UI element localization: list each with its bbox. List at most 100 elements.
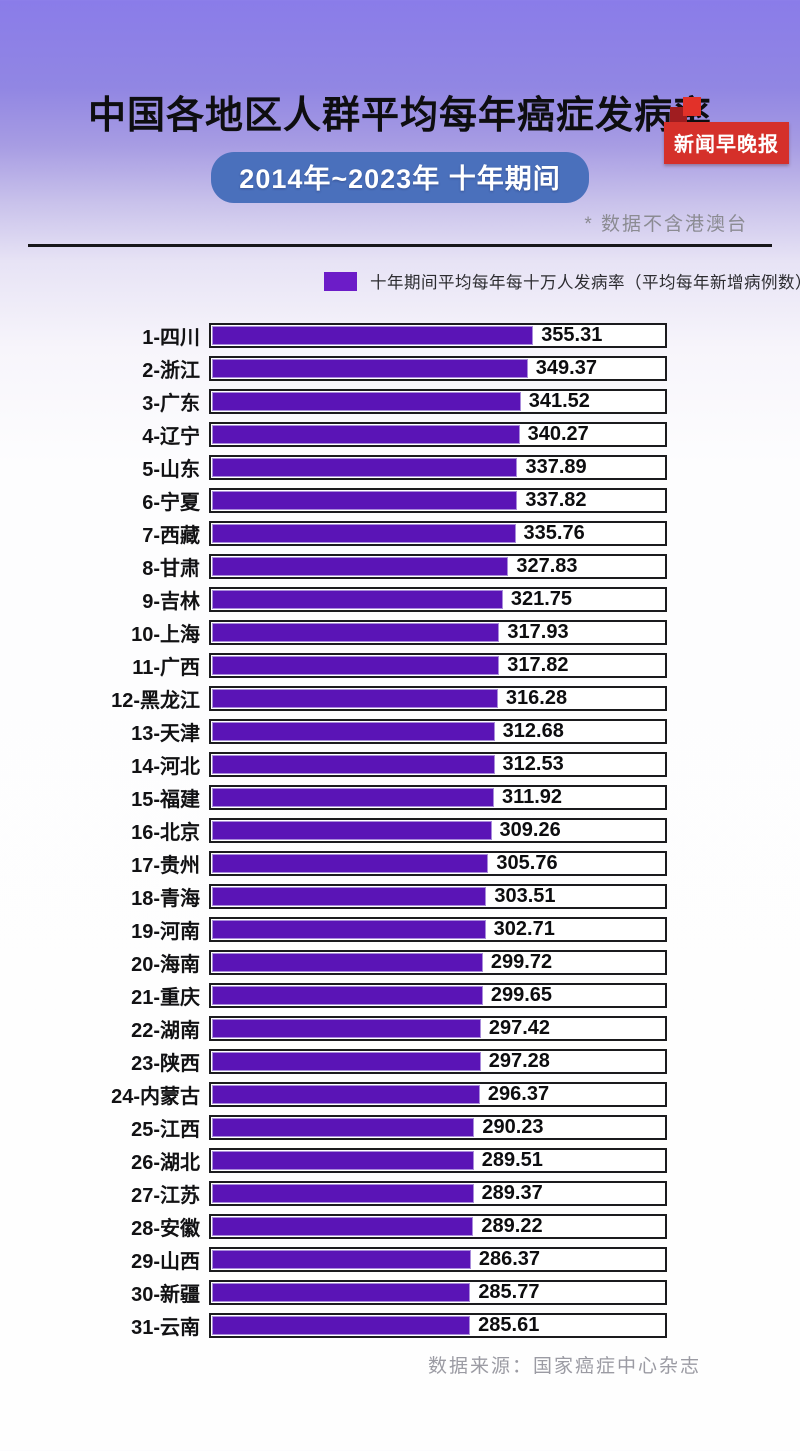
brand-badge: 新闻早晚报 bbox=[664, 122, 789, 164]
region-label: 9-吉林 bbox=[142, 591, 200, 613]
region-label: 31-云南 bbox=[131, 1317, 200, 1339]
region-label: 24-内蒙古 bbox=[111, 1086, 200, 1108]
chart-row: 22-湖南 297.42 bbox=[0, 1016, 800, 1042]
legend-swatch bbox=[324, 271, 357, 291]
bar-value: 341.52 bbox=[528, 390, 590, 412]
chart-row: 4-辽宁 340.27 bbox=[0, 422, 800, 448]
bar bbox=[212, 557, 509, 576]
bar-value: 303.51 bbox=[494, 885, 556, 907]
chart-row: 17-贵州 305.76 bbox=[0, 851, 800, 877]
bar-track: 321.75 bbox=[209, 587, 667, 612]
region-label: 28-安徽 bbox=[131, 1218, 200, 1240]
badge-deco-square-dark bbox=[670, 107, 687, 124]
bar-value: 355.31 bbox=[541, 324, 603, 346]
bar-track: 349.37 bbox=[209, 356, 667, 381]
region-label: 11-广西 bbox=[132, 657, 200, 679]
bar-track: 337.89 bbox=[209, 455, 667, 480]
region-label: 23-陕西 bbox=[131, 1053, 200, 1075]
bar bbox=[212, 788, 494, 807]
region-label: 4-辽宁 bbox=[142, 426, 200, 448]
chart-row: 14-河北 312.53 bbox=[0, 752, 800, 778]
bar-value: 297.42 bbox=[488, 1017, 551, 1039]
region-label: 5-山东 bbox=[142, 459, 200, 481]
bar bbox=[212, 920, 486, 939]
chart-row: 28-安徽 289.22 bbox=[0, 1214, 800, 1240]
data-scope-note: * 数据不含港澳台 bbox=[584, 214, 748, 235]
bar bbox=[212, 524, 516, 543]
bar bbox=[212, 1118, 475, 1137]
bar-track: 297.28 bbox=[209, 1049, 667, 1074]
page-title: 中国各地区人群平均每年癌症发病率 bbox=[87, 95, 712, 137]
chart-row: 20-海南 299.72 bbox=[0, 950, 800, 976]
bar-track: 285.61 bbox=[209, 1313, 667, 1338]
bar bbox=[212, 590, 503, 609]
bar bbox=[212, 491, 518, 510]
region-label: 17-贵州 bbox=[131, 855, 200, 877]
source-note: 数据来源：国家癌症中心杂志 bbox=[427, 1356, 701, 1377]
chart-row: 3-广东 341.52 bbox=[0, 389, 800, 415]
chart-row: 25-江西 290.23 bbox=[0, 1115, 800, 1141]
region-label: 25-江西 bbox=[131, 1119, 200, 1141]
bar bbox=[212, 887, 487, 906]
badge-deco-square-bright bbox=[683, 97, 701, 116]
bar-track: 305.76 bbox=[209, 851, 667, 876]
bar bbox=[212, 986, 483, 1005]
chart-row: 13-天津 312.68 bbox=[0, 719, 800, 745]
region-label: 6-宁夏 bbox=[142, 492, 200, 514]
bar-track: 286.37 bbox=[209, 1247, 667, 1272]
bar-value: 309.26 bbox=[499, 819, 561, 841]
region-label: 3-广东 bbox=[142, 393, 200, 415]
bar-value: 305.76 bbox=[496, 852, 558, 874]
bar-value: 337.82 bbox=[525, 489, 587, 511]
bar-value: 311.92 bbox=[501, 786, 563, 808]
bar-track: 297.42 bbox=[209, 1016, 667, 1041]
chart-row: 11-广西 317.82 bbox=[0, 653, 800, 679]
region-label: 15-福建 bbox=[131, 789, 200, 811]
bar bbox=[212, 1217, 474, 1236]
region-label: 21-重庆 bbox=[131, 987, 200, 1009]
bar bbox=[212, 1052, 481, 1071]
bar-value: 317.93 bbox=[507, 621, 569, 643]
bar bbox=[212, 1019, 481, 1038]
chart-row: 24-内蒙古 296.37 bbox=[0, 1082, 800, 1108]
chart-row: 8-甘肃 327.83 bbox=[0, 554, 800, 580]
bar-value: 297.28 bbox=[488, 1050, 550, 1072]
bar-chart: 1-四川 355.31 2-浙江 349.37 3-广东 341.52 4-辽宁 340.27… bbox=[0, 323, 800, 1339]
bar bbox=[212, 689, 498, 708]
chart-row: 16-北京 309.26 bbox=[0, 818, 800, 844]
region-label: 19-河南 bbox=[131, 921, 200, 943]
chart-row: 31-云南 285.61 bbox=[0, 1313, 800, 1339]
chart-row: 6-宁夏 337.82 bbox=[0, 488, 800, 514]
region-label: 26-湖北 bbox=[131, 1152, 200, 1174]
chart-row: 9-吉林 321.75 bbox=[0, 587, 800, 613]
legend: 十年期间平均每年每十万人发病率（平均每年新增病例数） bbox=[324, 269, 800, 293]
bar-track: 317.82 bbox=[209, 653, 667, 678]
bar bbox=[212, 854, 489, 873]
bar-value: 290.23 bbox=[482, 1116, 544, 1138]
bar-value: 302.71 bbox=[493, 918, 555, 940]
bar-track: 309.26 bbox=[209, 818, 667, 843]
bar-value: 312.53 bbox=[502, 753, 564, 775]
bar-track: 337.82 bbox=[209, 488, 667, 513]
bar-track: 341.52 bbox=[209, 389, 667, 414]
region-label: 13-天津 bbox=[131, 723, 200, 745]
bar bbox=[212, 1250, 471, 1269]
bar bbox=[212, 458, 518, 477]
chart-row: 1-四川 355.31 bbox=[0, 323, 800, 349]
bar-value: 289.22 bbox=[481, 1215, 543, 1237]
bar-track: 299.65 bbox=[209, 983, 667, 1008]
chart-row: 7-西藏 335.76 bbox=[0, 521, 800, 547]
legend-label: 十年期间平均每年每十万人发病率（平均每年新增病例数） bbox=[370, 274, 800, 292]
bar-value: 316.28 bbox=[505, 687, 568, 709]
chart-row: 27-江苏 289.37 bbox=[0, 1181, 800, 1207]
chart-row: 12-黑龙江 316.28 bbox=[0, 686, 800, 712]
bar-track: 302.71 bbox=[209, 917, 667, 942]
region-label: 22-湖南 bbox=[131, 1020, 200, 1042]
bar-value: 321.75 bbox=[510, 588, 573, 610]
region-label: 14-河北 bbox=[131, 756, 200, 778]
chart-row: 30-新疆 285.77 bbox=[0, 1280, 800, 1306]
bar-value: 340.27 bbox=[527, 423, 589, 445]
bar bbox=[212, 755, 495, 774]
bar-track: 355.31 bbox=[209, 323, 667, 348]
region-label: 16-北京 bbox=[131, 822, 200, 844]
